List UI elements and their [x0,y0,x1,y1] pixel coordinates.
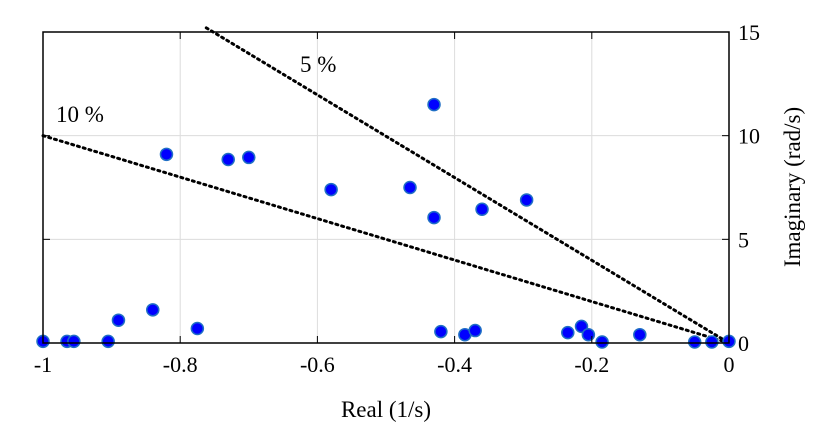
x-tick-label: -0.6 [300,352,335,377]
tick-labels: -1 -0.8 -0.6 -0.4 -0.2 00 5 10 15 [34,20,760,377]
data-point [687,335,702,349]
y-tick-label: 10 [738,124,760,149]
y-tick-label: 15 [738,20,760,45]
x-axis-label: Real (1/s) [341,397,431,422]
damping-label-10: 10 % [56,102,104,127]
data-point [427,97,441,112]
x-tick-label: 0 [724,352,735,377]
data-point [705,335,719,349]
data-point [111,313,126,327]
y-tick-label: 0 [738,331,749,356]
data-point [146,303,160,317]
damping-line [204,26,731,345]
x-tick-label: -1 [34,352,52,377]
data-point [468,323,482,338]
data-point [633,327,647,342]
data-point [221,152,235,167]
data-point [475,202,489,217]
data-point [242,150,256,165]
axis-ticks [42,31,730,344]
data-point [190,321,205,336]
data-point [403,180,417,195]
damping-line [41,134,731,345]
damping-lines [41,26,731,345]
data-point [101,334,115,349]
plot-frame [42,31,730,344]
y-axis-label: Imaginary (rad/s) [780,107,805,267]
data-point [561,325,575,340]
data-point [67,334,81,349]
data-point [434,324,448,339]
data-point [595,335,609,349]
x-tick-label: -0.8 [163,352,198,377]
data-point [324,182,338,197]
x-tick-label: -0.2 [574,352,609,377]
x-tick-label: -0.4 [437,352,472,377]
data-point [519,193,534,207]
damping-label-5: 5 % [300,52,336,77]
grid [42,31,730,344]
data-point [581,327,596,342]
data-points [36,97,736,349]
data-point [159,147,174,162]
y-tick-label: 5 [738,227,749,252]
data-point [427,210,441,225]
